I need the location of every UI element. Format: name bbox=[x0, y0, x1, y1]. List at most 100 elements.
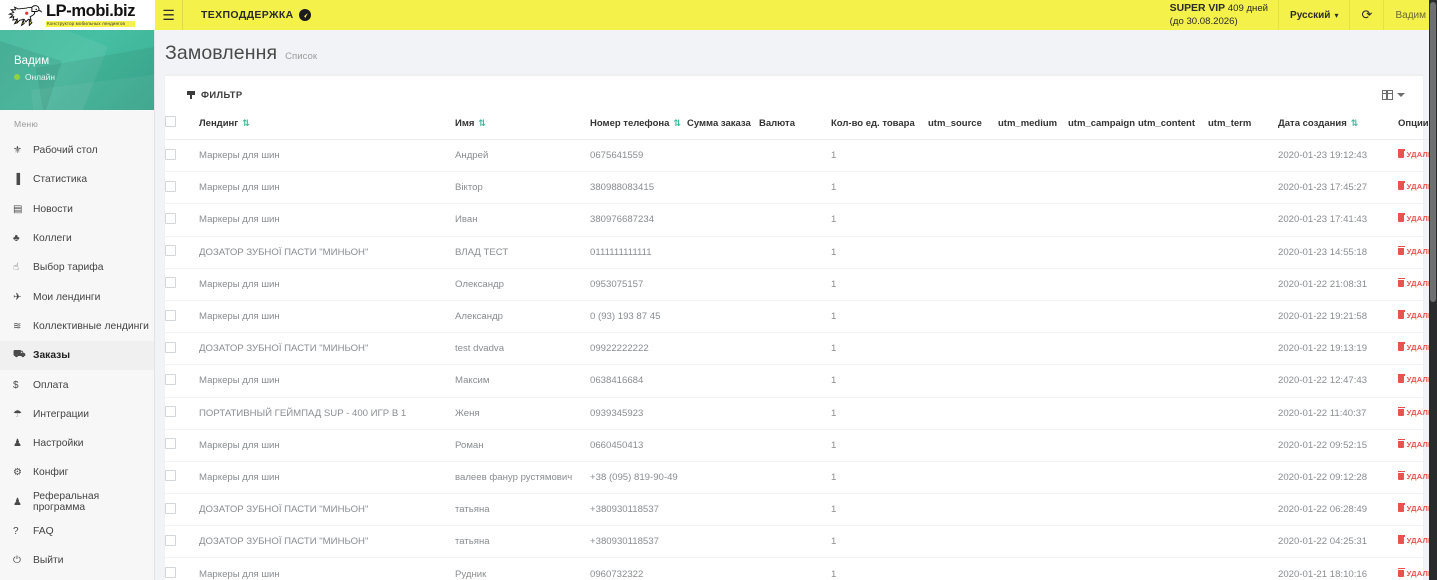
sidebar-item-10[interactable]: ☂ Интеграции bbox=[0, 400, 154, 429]
language-selector[interactable]: Русский ▾ bbox=[1278, 0, 1349, 30]
checkbox-unchecked-icon[interactable] bbox=[165, 406, 176, 418]
cell-created: 2020-01-23 17:45:27 bbox=[1278, 171, 1398, 205]
table-row[interactable]: ДОЗАТОР ЗУБНОЇ ПАСТИ "МИНЬОН" test dvadva… bbox=[165, 332, 1437, 366]
checkbox-unchecked-icon[interactable] bbox=[165, 309, 176, 321]
checkbox-unchecked-icon[interactable] bbox=[165, 341, 176, 353]
delete-row-button[interactable]: УДАЛИТЬ bbox=[1398, 277, 1437, 288]
sidebar-item-9[interactable]: $ Оплата bbox=[0, 370, 154, 399]
sidebar-item-12[interactable]: ⚙ Конфиг bbox=[0, 458, 154, 487]
column-visibility-button[interactable] bbox=[1382, 89, 1409, 100]
delete-row-button[interactable]: УДАЛИТЬ bbox=[1398, 406, 1437, 417]
page-scrollbar[interactable] bbox=[1429, 0, 1437, 580]
table-row[interactable]: Маркеры для шин Рудник 0960732322 1 2020-01-… bbox=[165, 557, 1437, 580]
sidebar-item-4[interactable]: ♣ Коллеги bbox=[0, 224, 154, 253]
sidebar-item-15[interactable]: ⏻ Выйти bbox=[0, 546, 154, 575]
sidebar-item-8[interactable]: ⛟ Заказы bbox=[0, 341, 154, 371]
table-row[interactable]: Маркеры для шин Олександр 0953075157 1 2020-… bbox=[165, 268, 1437, 301]
delete-row-button[interactable]: УДАЛИТЬ bbox=[1398, 181, 1437, 191]
table-row[interactable]: Маркеры для шин Иван 380976687234 1 2020-01-… bbox=[165, 203, 1437, 237]
checkbox-unchecked-icon[interactable] bbox=[165, 470, 176, 482]
checkbox-unchecked-icon[interactable] bbox=[165, 438, 176, 450]
sidebar-item-1[interactable]: ⚜ Рабочий стол bbox=[0, 136, 154, 165]
cell-utm_campaign bbox=[1068, 332, 1138, 366]
sidebar-item-14[interactable]: ? FAQ bbox=[0, 517, 154, 546]
table-row[interactable]: Маркеры для шин валеев фанур рустямович +3… bbox=[165, 461, 1437, 495]
checkbox-unchecked-icon[interactable] bbox=[165, 502, 176, 514]
column-header-created[interactable]: Дата создания ⇅ bbox=[1278, 110, 1398, 140]
cell-landing: Маркеры для шин bbox=[199, 557, 455, 580]
cell-utm_medium bbox=[998, 268, 1068, 301]
delete-row-button[interactable]: УДАЛИТЬ bbox=[1398, 149, 1437, 159]
table-row[interactable]: Маркеры для шин Віктор 380988083415 1 2020-0… bbox=[165, 171, 1437, 205]
column-header-label: Опции bbox=[1398, 117, 1429, 129]
delete-row-button[interactable]: УДАЛИТЬ bbox=[1398, 567, 1437, 578]
cell-qty: 1 bbox=[831, 171, 928, 205]
support-link[interactable]: ТЕХПОДДЕРЖКА bbox=[183, 0, 325, 30]
cell-qty: 1 bbox=[831, 364, 928, 398]
delete-row-button[interactable]: УДАЛИТЬ bbox=[1398, 535, 1437, 545]
column-header-label: utm_campaign bbox=[1068, 117, 1136, 129]
cell-currency bbox=[759, 236, 831, 269]
sidebar-item-13[interactable]: ♟ Реферальная программа bbox=[0, 488, 154, 517]
checkbox-unchecked-icon[interactable] bbox=[165, 180, 176, 192]
filter-button[interactable]: ФИЛЬТР bbox=[187, 89, 243, 100]
sort-arrows-icon[interactable]: ⇅ bbox=[478, 117, 486, 128]
checkbox-unchecked-icon[interactable] bbox=[165, 116, 176, 127]
delete-row-button[interactable]: УДАЛИТЬ bbox=[1398, 310, 1437, 320]
checkbox-unchecked-icon[interactable] bbox=[165, 148, 176, 160]
table-row[interactable]: Маркеры для шин Максим 0638416684 1 2020-01-… bbox=[165, 364, 1437, 398]
sort-arrows-icon[interactable]: ⇅ bbox=[1350, 117, 1359, 128]
table-row[interactable]: ПОРТАТИВНЫЙ ГЕЙМПАД SUP - 400 ИГР В 1 Жен… bbox=[165, 397, 1437, 430]
delete-row-button[interactable]: УДАЛИТЬ bbox=[1398, 374, 1437, 384]
row-select-cell bbox=[165, 525, 199, 559]
column-header-name[interactable]: Имя ⇅ bbox=[455, 110, 590, 140]
sort-arrows-icon[interactable]: ⇅ bbox=[242, 117, 250, 128]
sidebar-item-2[interactable]: ▐ Статистика bbox=[0, 165, 154, 194]
cell-sum bbox=[687, 139, 759, 173]
sort-arrows-icon[interactable]: ⇅ bbox=[673, 117, 681, 128]
delete-row-button[interactable]: УДАЛИТЬ bbox=[1398, 470, 1437, 481]
checkbox-unchecked-icon[interactable] bbox=[165, 245, 176, 257]
sidebar-item-3[interactable]: ▤ Новости bbox=[0, 195, 154, 224]
sidebar-item-label: Заказы bbox=[33, 350, 71, 362]
sidebar-user-status-label: Онлайн bbox=[25, 72, 55, 82]
checkbox-unchecked-icon[interactable] bbox=[165, 277, 176, 289]
table-row[interactable]: ДОЗАТОР ЗУБНОЇ ПАСТИ "МИНЬОН" ВЛАД ТЕСТ 01… bbox=[165, 236, 1437, 269]
delete-row-button[interactable]: УДАЛИТЬ bbox=[1398, 245, 1437, 256]
table-row[interactable]: Маркеры для шин Андрей 0675641559 1 2020-01-… bbox=[165, 139, 1437, 173]
delete-row-button[interactable]: УДАЛИТЬ bbox=[1398, 503, 1437, 514]
checkbox-unchecked-icon[interactable] bbox=[165, 534, 176, 546]
cell-utm_source bbox=[928, 171, 998, 205]
refresh-button[interactable]: ⟳ bbox=[1349, 0, 1383, 30]
sidebar-toggle-button[interactable]: ☰ bbox=[155, 0, 183, 30]
delete-row-label: УДАЛИТЬ bbox=[1406, 504, 1437, 514]
table-row[interactable]: Маркеры для шин Александр 0 (93) 193 87 45… bbox=[165, 300, 1437, 334]
delete-row-label: УДАЛИТЬ bbox=[1406, 471, 1437, 481]
orders-toolbar: ФИЛЬТР bbox=[165, 76, 1423, 110]
row-options-cell: УДАЛИТЬ bbox=[1398, 557, 1437, 580]
sidebar-item-11[interactable]: ♟ Настройки bbox=[0, 429, 154, 458]
table-row[interactable]: ДОЗАТОР ЗУБНОЇ ПАСТИ "МИНЬОН" татьяна +380… bbox=[165, 525, 1437, 559]
page-scrollbar-thumb[interactable] bbox=[1430, 2, 1436, 302]
column-header-label: Лендинг bbox=[199, 117, 239, 129]
sidebar-item-6[interactable]: ✈ Мои лендинги bbox=[0, 282, 154, 311]
orders-table: Лендинг ⇅ Имя ⇅ Номер телефона ⇅ Сумма заказа В… bbox=[165, 110, 1437, 580]
brand-logo-area[interactable]: LP-mobi.biz Конструктор мобильных лендин… bbox=[0, 0, 155, 30]
checkbox-unchecked-icon[interactable] bbox=[165, 212, 176, 224]
sidebar-item-7[interactable]: ≋ Коллективные лендинги bbox=[0, 312, 154, 341]
column-header-landing[interactable]: Лендинг ⇅ bbox=[199, 110, 455, 140]
table-row[interactable]: Маркеры для шин Роман 0660450413 1 2020-01-2… bbox=[165, 429, 1437, 462]
column-header-utm_medium: utm_medium bbox=[998, 110, 1068, 140]
delete-row-button[interactable]: УДАЛИТЬ bbox=[1398, 438, 1437, 449]
sidebar-item-5[interactable]: ☝ Выбор тарифа bbox=[0, 253, 154, 282]
delete-row-button[interactable]: УДАЛИТЬ bbox=[1398, 342, 1437, 352]
refresh-icon: ⟳ bbox=[1361, 7, 1373, 22]
checkbox-unchecked-icon[interactable] bbox=[165, 373, 176, 385]
cell-sum bbox=[687, 236, 759, 269]
column-header-phone[interactable]: Номер телефона ⇅ bbox=[590, 110, 687, 140]
delete-row-button[interactable]: УДАЛИТЬ bbox=[1398, 213, 1437, 223]
checkbox-unchecked-icon[interactable] bbox=[165, 567, 176, 579]
cell-landing: Маркеры для шин bbox=[199, 171, 455, 205]
table-row[interactable]: ДОЗАТОР ЗУБНОЇ ПАСТИ "МИНЬОН" татьяна +380… bbox=[165, 493, 1437, 527]
user-menu[interactable]: Вадим bbox=[1383, 0, 1437, 30]
